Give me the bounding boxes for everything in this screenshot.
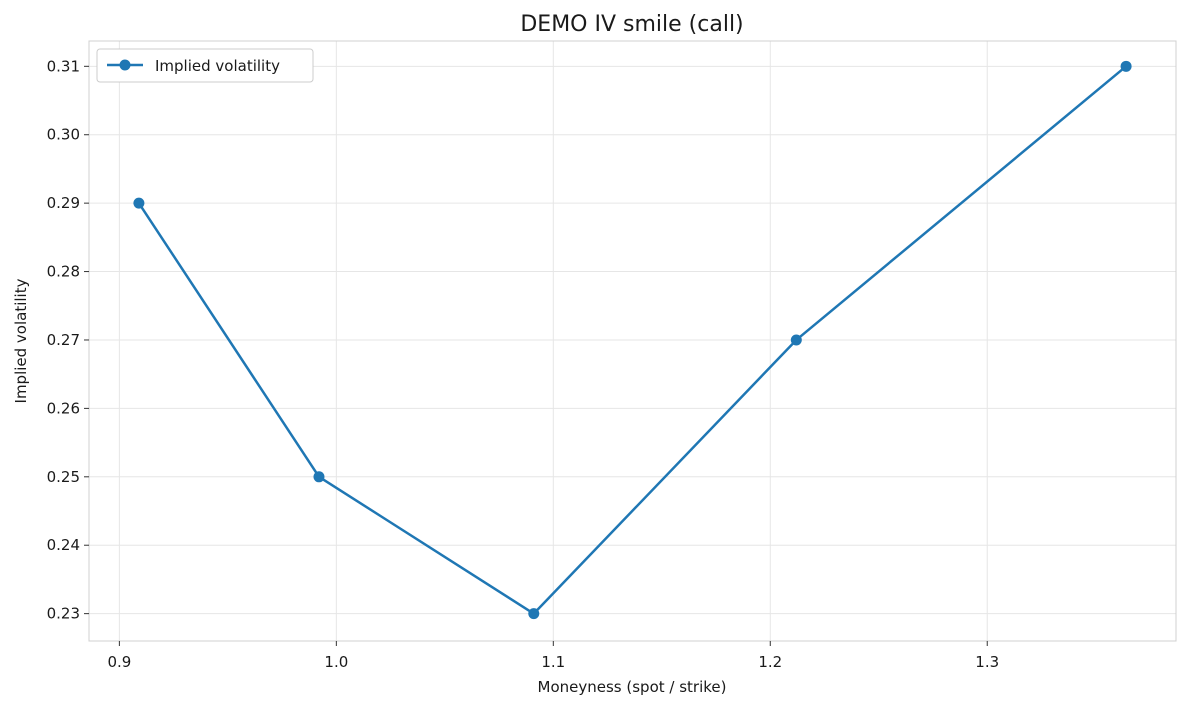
y-tick-label: 0.24 — [47, 536, 80, 554]
x-tick-label: 0.9 — [107, 653, 131, 671]
y-axis-label: Implied volatility — [12, 278, 30, 403]
x-axis-ticks: 0.9 1.0 1.1 1.2 1.3 — [107, 641, 999, 671]
y-tick-label: 0.29 — [47, 194, 80, 212]
axes — [88, 40, 1177, 642]
chart-title: DEMO IV smile (call) — [520, 12, 743, 37]
plot-frame — [88, 40, 1177, 642]
y-tick-label: 0.31 — [47, 57, 80, 75]
x-tick-label: 1.3 — [975, 653, 999, 671]
data-point — [528, 608, 540, 620]
grid-lines — [89, 41, 1176, 641]
x-tick-label: 1.1 — [541, 653, 565, 671]
legend: Implied volatility — [96, 48, 314, 83]
data-point — [133, 197, 145, 209]
data-point — [313, 471, 325, 483]
plot-area — [89, 41, 1176, 641]
data-point — [790, 334, 802, 346]
y-tick-label: 0.27 — [47, 331, 80, 349]
y-tick-label: 0.25 — [47, 468, 80, 486]
legend-label: Implied volatility — [155, 57, 280, 75]
y-tick-label: 0.26 — [47, 399, 80, 417]
y-tick-label: 0.28 — [47, 263, 80, 281]
y-tick-label: 0.23 — [47, 605, 80, 623]
x-axis-label: Moneyness (spot / strike) — [538, 678, 727, 696]
legend-marker-sample — [119, 59, 131, 71]
x-tick-label: 1.0 — [324, 653, 348, 671]
y-tick-label: 0.30 — [47, 126, 80, 144]
x-tick-label: 1.2 — [758, 653, 782, 671]
legend-box — [96, 48, 314, 83]
data-point — [1120, 60, 1132, 72]
series-layer — [133, 60, 1132, 620]
y-axis-ticks: 0.23 0.24 0.25 0.26 0.27 0.28 0.29 0.30 0.31 — [47, 57, 89, 623]
